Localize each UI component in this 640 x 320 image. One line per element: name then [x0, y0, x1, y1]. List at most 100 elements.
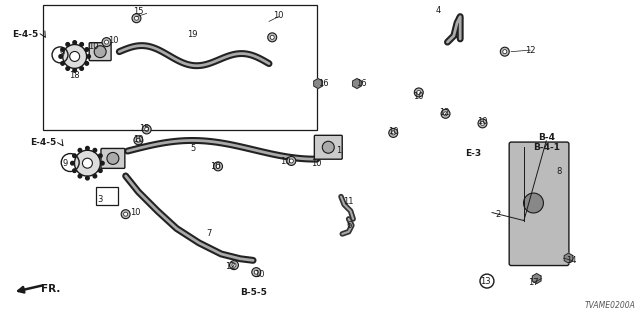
- Circle shape: [216, 164, 220, 168]
- Text: 10: 10: [130, 208, 140, 217]
- Circle shape: [289, 159, 293, 163]
- Circle shape: [93, 174, 97, 178]
- Circle shape: [61, 48, 65, 51]
- Circle shape: [142, 125, 151, 134]
- Text: 19: 19: [188, 30, 198, 39]
- Circle shape: [73, 169, 76, 172]
- Text: 12: 12: [439, 108, 449, 117]
- Circle shape: [63, 44, 86, 68]
- Circle shape: [80, 67, 83, 70]
- Text: E-4-5: E-4-5: [12, 30, 39, 39]
- Circle shape: [59, 55, 63, 58]
- FancyBboxPatch shape: [101, 148, 125, 168]
- Text: 6: 6: [346, 221, 351, 230]
- Circle shape: [73, 68, 76, 72]
- Text: 8: 8: [556, 167, 562, 176]
- Text: 10: 10: [273, 11, 284, 20]
- Circle shape: [145, 127, 148, 132]
- Circle shape: [524, 193, 543, 213]
- Text: 17: 17: [528, 278, 539, 287]
- Circle shape: [66, 67, 70, 70]
- Text: 3: 3: [97, 195, 103, 204]
- Text: B-4-1: B-4-1: [532, 143, 560, 152]
- Circle shape: [270, 35, 274, 39]
- Circle shape: [61, 62, 65, 65]
- FancyBboxPatch shape: [89, 43, 111, 60]
- Circle shape: [78, 174, 82, 178]
- FancyBboxPatch shape: [314, 135, 342, 159]
- Text: TVAME0200A: TVAME0200A: [584, 301, 636, 310]
- Text: 12: 12: [225, 262, 236, 271]
- Text: B-5-5: B-5-5: [239, 288, 266, 297]
- Circle shape: [441, 109, 450, 118]
- Circle shape: [73, 154, 76, 157]
- Circle shape: [500, 47, 509, 56]
- Text: 10: 10: [210, 162, 220, 171]
- Circle shape: [78, 148, 82, 152]
- Circle shape: [124, 212, 127, 216]
- FancyBboxPatch shape: [509, 142, 569, 266]
- Circle shape: [391, 131, 396, 135]
- Text: 1: 1: [337, 146, 342, 155]
- Polygon shape: [532, 274, 541, 284]
- Text: 10: 10: [413, 92, 424, 101]
- Polygon shape: [314, 78, 323, 89]
- Text: 11: 11: [344, 197, 354, 206]
- Text: 5: 5: [190, 144, 195, 153]
- Bar: [43, 5, 317, 130]
- Circle shape: [70, 161, 74, 165]
- Text: B-4: B-4: [538, 133, 555, 142]
- Text: 2: 2: [496, 210, 501, 219]
- Circle shape: [254, 270, 259, 274]
- Text: 10: 10: [108, 36, 118, 45]
- Text: 10: 10: [280, 157, 290, 166]
- Circle shape: [323, 141, 334, 153]
- Text: 9: 9: [63, 159, 68, 168]
- Circle shape: [121, 210, 130, 219]
- Circle shape: [214, 162, 223, 171]
- Text: 10: 10: [477, 117, 488, 126]
- Polygon shape: [564, 253, 573, 263]
- Circle shape: [99, 154, 102, 157]
- Text: 16: 16: [318, 79, 328, 88]
- Text: 10: 10: [312, 159, 322, 168]
- Circle shape: [107, 152, 119, 164]
- Circle shape: [268, 33, 276, 42]
- Circle shape: [134, 16, 138, 20]
- Circle shape: [100, 161, 104, 165]
- Text: 14: 14: [566, 256, 577, 265]
- Bar: [96, 187, 118, 204]
- Text: 4: 4: [435, 6, 440, 15]
- Circle shape: [85, 62, 88, 65]
- Circle shape: [503, 50, 507, 54]
- Circle shape: [87, 55, 90, 58]
- Polygon shape: [353, 78, 361, 89]
- Text: 18: 18: [69, 71, 80, 80]
- Circle shape: [478, 119, 487, 128]
- Text: 16: 16: [356, 79, 367, 88]
- Text: 10: 10: [388, 127, 399, 136]
- Circle shape: [252, 268, 260, 276]
- Circle shape: [136, 138, 140, 142]
- Circle shape: [389, 128, 398, 137]
- Text: 9: 9: [60, 49, 65, 58]
- Circle shape: [232, 263, 236, 267]
- Circle shape: [230, 261, 239, 270]
- Text: 10: 10: [133, 135, 143, 144]
- Circle shape: [417, 91, 420, 94]
- Circle shape: [414, 88, 423, 97]
- Circle shape: [70, 52, 79, 61]
- Circle shape: [86, 176, 89, 180]
- Text: 15: 15: [133, 7, 143, 16]
- Text: FR.: FR.: [41, 284, 60, 294]
- Circle shape: [287, 156, 296, 165]
- Text: 13: 13: [481, 276, 491, 285]
- Circle shape: [481, 121, 484, 125]
- Circle shape: [85, 48, 88, 51]
- Circle shape: [99, 169, 102, 172]
- Text: E-3: E-3: [465, 149, 481, 158]
- Circle shape: [134, 136, 143, 145]
- Circle shape: [74, 150, 100, 176]
- Circle shape: [94, 46, 106, 58]
- Circle shape: [102, 38, 111, 47]
